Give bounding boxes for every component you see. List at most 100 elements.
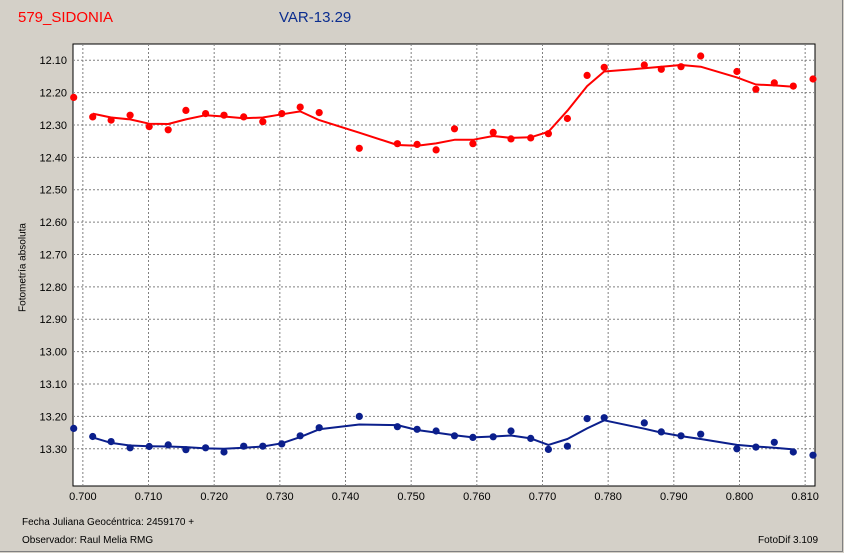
- series-1: [70, 52, 817, 154]
- series-2-point: [469, 433, 477, 441]
- series-1-point: [507, 135, 515, 143]
- series-1-point: [752, 85, 760, 93]
- series-1-point: [677, 63, 685, 71]
- x-tick-label: 0.730: [266, 491, 294, 503]
- series-1-point: [240, 113, 248, 121]
- y-tick-label: 13.30: [39, 444, 67, 456]
- y-tick-label: 12.90: [39, 314, 67, 326]
- series-1-point: [89, 113, 97, 121]
- series-2-point: [544, 445, 553, 453]
- series-1-point: [315, 109, 323, 117]
- y-tick-label: 12.10: [39, 55, 67, 67]
- y-tick-labels: 12.10 12.20 12.30 12.40 12.50 12.60 12.70 12.80…: [39, 55, 67, 456]
- series-1-point: [296, 103, 304, 111]
- series-2-point: [789, 448, 797, 456]
- series-2-point: [240, 442, 248, 450]
- y-tick-label: 12.60: [39, 217, 67, 229]
- series-2-point: [182, 446, 190, 454]
- y-tick-label: 12.50: [39, 185, 67, 197]
- series-2-fit-line: [92, 419, 794, 451]
- series-1-point: [527, 134, 535, 142]
- series-1-point: [259, 118, 267, 126]
- series-1-point: [220, 111, 228, 119]
- series-2-point: [697, 430, 705, 438]
- series-2-point: [107, 438, 115, 446]
- series-1-point: [544, 130, 553, 138]
- series-1-fit-line: [92, 64, 794, 147]
- series-1-point: [355, 144, 363, 152]
- y-tick-label: 12.20: [39, 88, 67, 100]
- series-2-point: [220, 448, 228, 456]
- series-2-point: [259, 442, 267, 450]
- series-2-point: [640, 419, 648, 427]
- series-1-point: [450, 125, 459, 133]
- series-1-point: [126, 111, 134, 119]
- series-1-point: [489, 128, 497, 136]
- x-tick-label: 0.800: [726, 491, 754, 503]
- series-1-point: [640, 61, 648, 69]
- series-layer: [70, 52, 817, 459]
- y-tick-label: 13.20: [39, 411, 67, 423]
- series-2-point: [432, 427, 440, 435]
- x-tick-labels: 0.700 0.710 0.720 0.730 0.740 0.750 0.760 0.770…: [69, 491, 819, 503]
- x-tick-label: 0.710: [135, 491, 163, 503]
- series-2-point: [126, 444, 134, 452]
- series-2-point: [489, 433, 497, 441]
- series-2-point: [809, 451, 817, 459]
- series-2-point: [563, 442, 572, 450]
- series-2-point: [413, 425, 421, 433]
- series-2-point: [677, 432, 685, 440]
- series-1-point: [770, 79, 778, 87]
- series-1-point: [600, 63, 608, 71]
- series-2-point: [770, 438, 778, 446]
- series-1-point: [657, 65, 665, 73]
- y-tick-label: 12.40: [39, 152, 67, 164]
- jd-label: Fecha Juliana Geocéntrica: 2459170 +: [22, 517, 195, 528]
- star-name-title: 579_SIDONIA: [18, 9, 114, 26]
- series-2-point: [583, 415, 591, 423]
- series-1-point: [182, 106, 190, 114]
- x-tick-label: 0.750: [397, 491, 425, 503]
- series-1-point: [809, 75, 817, 83]
- series-2-point: [507, 427, 515, 435]
- series-1-point: [432, 146, 440, 154]
- grid: [73, 44, 815, 486]
- series-1-point: [697, 52, 705, 60]
- series-2-point: [296, 432, 304, 440]
- variable-label: VAR-13.29: [279, 9, 352, 26]
- series-2-point: [657, 428, 665, 436]
- series-2-point: [164, 441, 172, 449]
- series-2-point: [527, 434, 535, 442]
- y-tick-label: 13.00: [39, 347, 67, 359]
- series-1-point: [413, 140, 421, 148]
- x-tick-label: 0.700: [69, 491, 97, 503]
- series-1-point: [107, 116, 115, 124]
- series-2: [70, 412, 817, 459]
- series-2-point: [315, 424, 323, 432]
- series-1-point: [789, 82, 797, 90]
- series-1-point: [164, 126, 172, 134]
- series-1-point: [733, 67, 741, 76]
- series-2-point: [450, 432, 459, 440]
- series-1-point: [278, 110, 286, 118]
- series-2-point: [89, 432, 97, 441]
- series-1-point: [583, 71, 591, 79]
- series-1-point: [202, 110, 210, 118]
- series-2-point: [393, 423, 401, 431]
- series-1-point: [469, 140, 477, 148]
- y-tick-label: 12.70: [39, 249, 67, 261]
- series-2-point: [752, 443, 760, 451]
- series-1-point: [563, 114, 572, 123]
- x-tick-label: 0.810: [791, 491, 819, 503]
- y-tick-label: 12.80: [39, 282, 67, 294]
- x-tick-label: 0.780: [594, 491, 622, 503]
- series-2-point: [70, 424, 78, 432]
- series-1-point: [393, 140, 401, 148]
- series-2-point: [278, 440, 286, 448]
- x-tick-label: 0.790: [660, 491, 688, 503]
- y-tick-label: 12.30: [39, 120, 67, 132]
- series-1-point: [70, 93, 78, 101]
- x-tick-label: 0.760: [463, 491, 491, 503]
